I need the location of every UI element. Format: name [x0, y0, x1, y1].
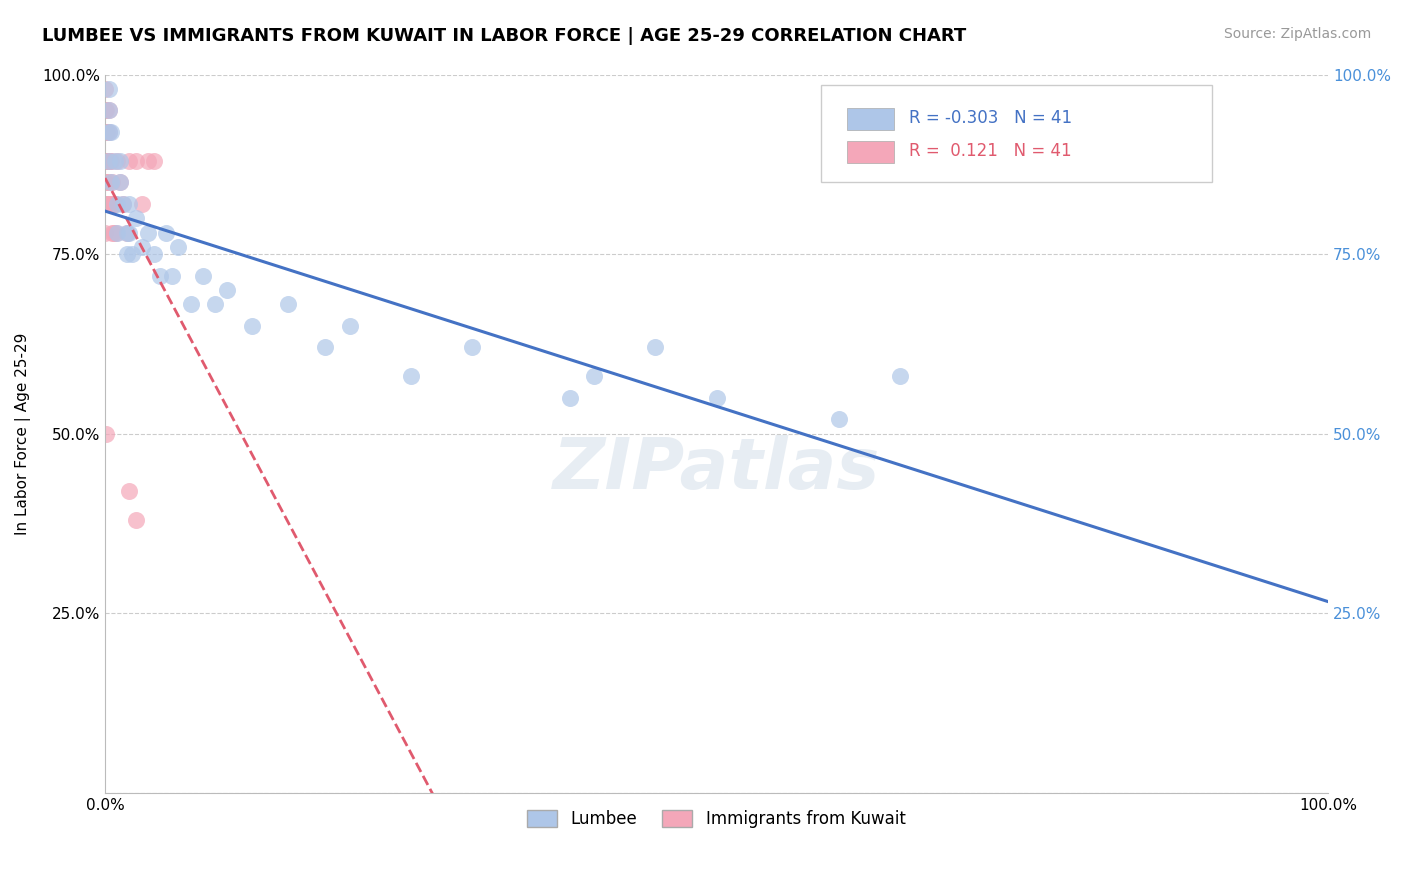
Point	[461, 340, 484, 354]
FancyBboxPatch shape	[848, 108, 894, 130]
Point	[124, 211, 146, 226]
Point	[94, 175, 117, 189]
Point	[100, 153, 122, 168]
Point	[98, 153, 121, 168]
Point	[558, 391, 581, 405]
Point	[124, 153, 146, 168]
Point	[96, 175, 118, 189]
Point	[706, 391, 728, 405]
Point	[115, 226, 138, 240]
Point	[149, 268, 172, 283]
Point	[96, 196, 118, 211]
Point	[118, 196, 141, 211]
Point	[108, 153, 131, 168]
Point	[277, 297, 299, 311]
Point	[94, 226, 117, 240]
Y-axis label: In Labor Force | Age 25-29: In Labor Force | Age 25-29	[15, 333, 31, 535]
Point	[644, 340, 666, 354]
Point	[112, 196, 135, 211]
Point	[583, 369, 606, 384]
Point	[104, 196, 127, 211]
Point	[889, 369, 911, 384]
Point	[167, 240, 190, 254]
Point	[136, 226, 159, 240]
Point	[100, 175, 122, 189]
Point	[124, 513, 146, 527]
Point	[217, 283, 239, 297]
Point	[97, 82, 120, 96]
Point	[314, 340, 336, 354]
Point	[105, 153, 128, 168]
Point	[142, 247, 165, 261]
Point	[115, 226, 138, 240]
Point	[97, 153, 120, 168]
Point	[108, 175, 131, 189]
Point	[97, 103, 120, 118]
Point	[339, 318, 361, 333]
Point	[97, 125, 120, 139]
Point	[101, 175, 124, 189]
Text: Source: ZipAtlas.com: Source: ZipAtlas.com	[1223, 27, 1371, 41]
Point	[828, 412, 851, 426]
Point	[96, 153, 118, 168]
Point	[94, 82, 117, 96]
Point	[97, 153, 120, 168]
Point	[96, 426, 118, 441]
Point	[105, 226, 128, 240]
Point	[136, 153, 159, 168]
Point	[108, 175, 131, 189]
Point	[118, 226, 141, 240]
Point	[118, 153, 141, 168]
Point	[240, 318, 263, 333]
Point	[96, 125, 118, 139]
Point	[94, 103, 117, 118]
Point	[155, 226, 177, 240]
Point	[142, 153, 165, 168]
Point	[96, 153, 118, 168]
Point	[97, 103, 120, 118]
Point	[105, 196, 128, 211]
Point	[121, 247, 143, 261]
Point	[131, 196, 153, 211]
Point	[104, 226, 127, 240]
Point	[112, 196, 135, 211]
Point	[98, 196, 121, 211]
Point	[94, 196, 117, 211]
Point	[100, 196, 122, 211]
Point	[100, 125, 122, 139]
Legend: Lumbee, Immigrants from Kuwait: Lumbee, Immigrants from Kuwait	[520, 803, 912, 835]
Text: ZIPatlas: ZIPatlas	[553, 435, 880, 504]
Point	[101, 226, 124, 240]
Point	[115, 247, 138, 261]
Point	[118, 483, 141, 498]
FancyBboxPatch shape	[848, 141, 894, 163]
Point	[97, 125, 120, 139]
Point	[96, 125, 118, 139]
Text: R =  0.121   N = 41: R = 0.121 N = 41	[908, 143, 1071, 161]
Point	[104, 153, 127, 168]
Point	[96, 103, 118, 118]
Point	[191, 268, 214, 283]
Point	[162, 268, 184, 283]
Point	[94, 125, 117, 139]
Point	[97, 175, 120, 189]
Text: LUMBEE VS IMMIGRANTS FROM KUWAIT IN LABOR FORCE | AGE 25-29 CORRELATION CHART: LUMBEE VS IMMIGRANTS FROM KUWAIT IN LABO…	[42, 27, 966, 45]
Text: R = -0.303   N = 41: R = -0.303 N = 41	[908, 110, 1071, 128]
Point	[103, 226, 125, 240]
Point	[96, 196, 118, 211]
Point	[204, 297, 226, 311]
FancyBboxPatch shape	[821, 86, 1212, 182]
Point	[131, 240, 153, 254]
Point	[103, 196, 125, 211]
Point	[94, 153, 117, 168]
Point	[399, 369, 422, 384]
Point	[180, 297, 202, 311]
